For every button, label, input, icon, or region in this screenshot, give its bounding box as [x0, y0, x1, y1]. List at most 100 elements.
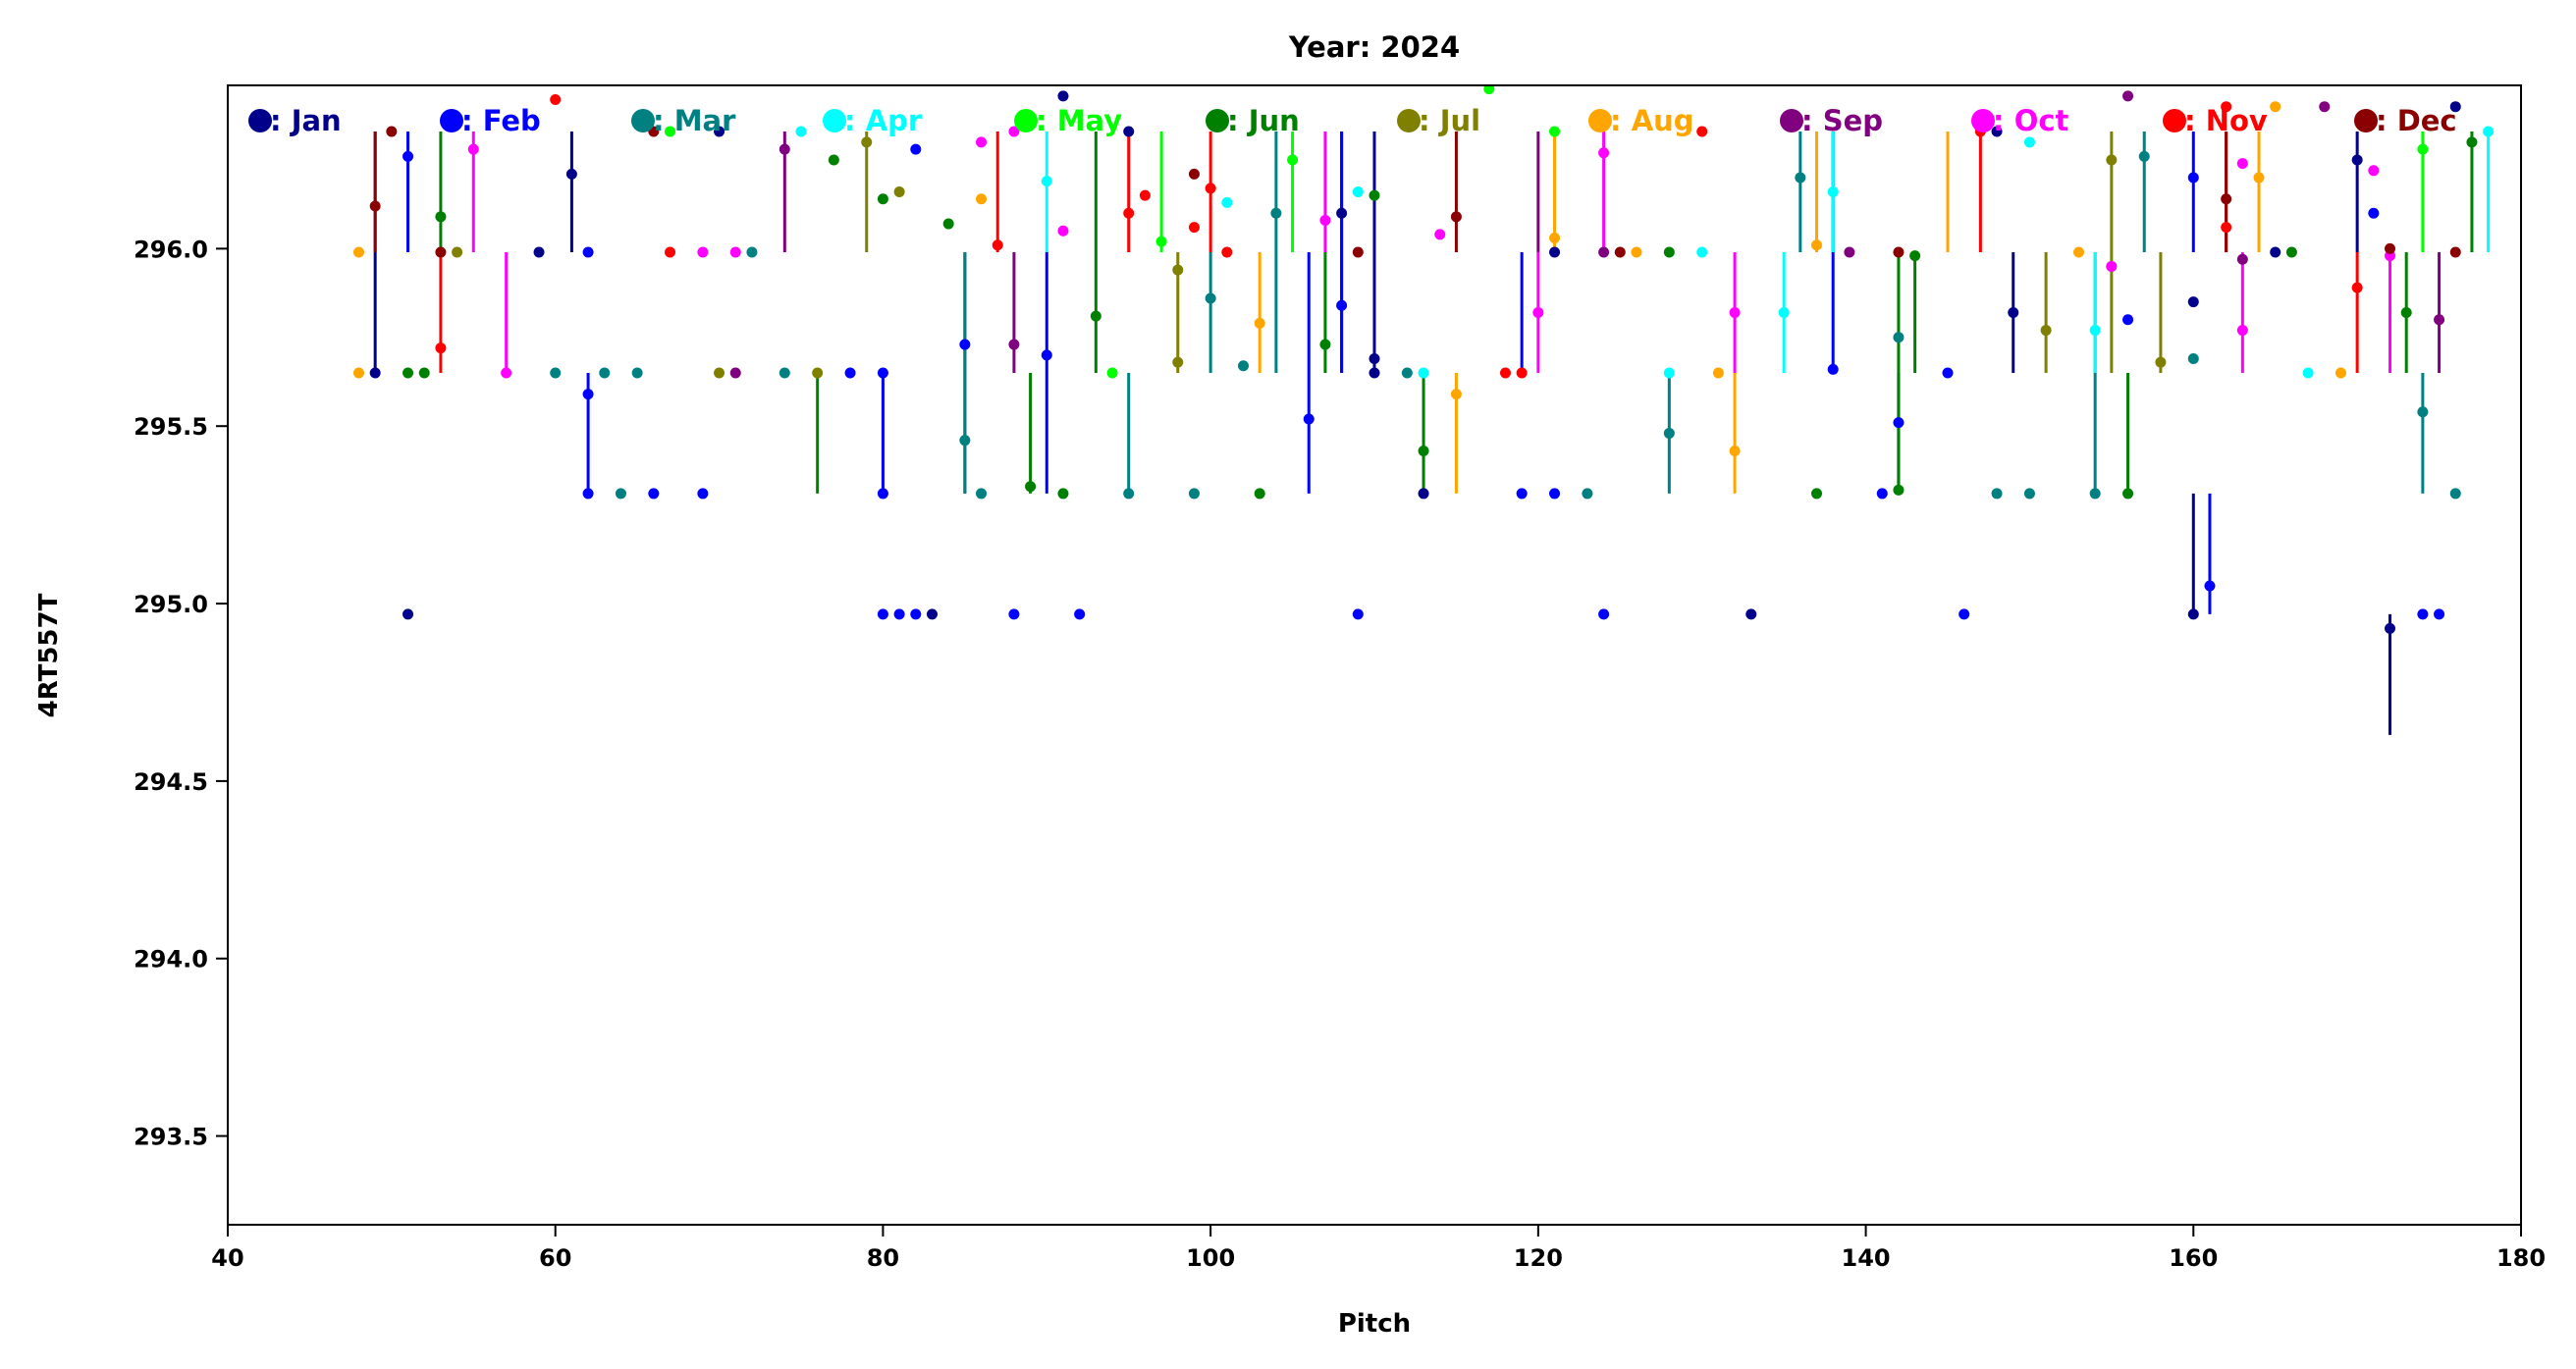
point-nov: [992, 239, 1003, 251]
point-oct: [2106, 260, 2118, 272]
point-dec: [1188, 168, 1200, 180]
point-mar: [1582, 488, 1593, 500]
legend-label-aug: : Aug: [1610, 104, 1694, 137]
point-mar: [1893, 332, 1905, 343]
x-axis-label: Pitch: [1338, 1309, 1411, 1339]
point-oct: [1598, 147, 1610, 159]
point-feb: [1516, 488, 1528, 500]
point-oct: [729, 246, 741, 258]
point-mar: [615, 488, 626, 500]
point-mar: [2417, 406, 2429, 418]
point-jun: [1368, 189, 1380, 201]
point-sep: [2434, 314, 2445, 326]
legend-marker-apr: [823, 109, 846, 132]
point-feb: [1827, 363, 1839, 375]
point-nov: [2351, 282, 2363, 293]
point-apr: [1827, 186, 1839, 198]
point-jan: [1418, 488, 1429, 500]
legend-label-jun: : Jun: [1227, 104, 1300, 137]
point-jan: [1336, 207, 1348, 219]
legend-marker-mar: [631, 109, 655, 132]
point-feb: [1008, 608, 1020, 620]
point-jun: [1090, 310, 1101, 322]
point-mar: [1205, 292, 1216, 304]
point-jul: [452, 246, 463, 258]
point-feb: [1041, 349, 1052, 361]
point-jan: [1368, 367, 1380, 379]
point-mar: [631, 367, 643, 379]
point-jun: [877, 193, 888, 205]
point-jul: [861, 136, 873, 148]
legend-label-jul: : Jul: [1419, 104, 1480, 137]
point-jan: [533, 246, 545, 258]
point-dec: [1450, 211, 1462, 223]
point-dec: [2221, 193, 2232, 205]
point-sep: [729, 367, 741, 379]
point-apr: [2302, 367, 2314, 379]
point-nov: [1221, 246, 1233, 258]
point-jan: [2187, 608, 2199, 620]
point-apr: [1778, 306, 1790, 318]
point-oct: [1532, 306, 1544, 318]
point-aug: [2253, 172, 2265, 184]
point-sep: [1008, 339, 1020, 350]
point-aug: [2072, 246, 2084, 258]
point-feb: [1336, 299, 1348, 311]
point-may: [2417, 143, 2429, 155]
point-mar: [2089, 488, 2101, 500]
point-jan: [2449, 101, 2461, 113]
point-feb: [910, 143, 922, 155]
legend-label-dec: : Dec: [2376, 104, 2457, 137]
point-oct: [2236, 158, 2248, 170]
legend-marker-sep: [1780, 109, 1803, 132]
point-aug: [2334, 367, 2346, 379]
point-feb: [877, 488, 888, 500]
point-apr: [1041, 176, 1052, 187]
legend-marker-feb: [440, 109, 463, 132]
point-may: [1155, 236, 1167, 247]
point-mar: [778, 367, 790, 379]
point-jun: [1663, 246, 1675, 258]
point-oct: [501, 367, 512, 379]
y-tick-label: 294.0: [134, 946, 208, 974]
y-tick-label: 295.0: [134, 591, 208, 618]
point-mar: [1188, 488, 1200, 500]
point-mar: [1795, 172, 1806, 184]
point-aug: [1712, 367, 1724, 379]
point-nov: [665, 246, 676, 258]
point-mar: [976, 488, 988, 500]
x-tick-label: 160: [2169, 1244, 2218, 1272]
point-apr: [1221, 196, 1233, 208]
point-jul: [893, 186, 905, 198]
point-nov: [550, 93, 562, 105]
point-oct: [1729, 306, 1741, 318]
point-may: [1549, 126, 1561, 137]
point-apr: [2089, 325, 2101, 337]
legend-marker-nov: [2163, 109, 2186, 132]
point-oct: [2368, 165, 2380, 177]
point-jun: [1254, 488, 1265, 500]
point-feb: [877, 608, 888, 620]
point-feb: [697, 488, 709, 500]
point-aug: [2270, 101, 2281, 113]
point-jan: [1745, 608, 1757, 620]
point-apr: [1418, 367, 1429, 379]
point-mar: [2449, 488, 2461, 500]
point-apr: [1696, 246, 1708, 258]
y-tick-label: 293.5: [134, 1124, 208, 1151]
point-mar: [2138, 150, 2150, 162]
point-nov: [1499, 367, 1511, 379]
point-mar: [599, 367, 611, 379]
point-dec: [435, 246, 447, 258]
point-feb: [1303, 413, 1315, 425]
x-tick-label: 80: [867, 1244, 899, 1272]
point-aug: [1631, 246, 1642, 258]
x-tick-label: 180: [2496, 1244, 2546, 1272]
point-feb: [582, 488, 594, 500]
point-mar: [550, 367, 562, 379]
point-feb: [1352, 608, 1364, 620]
point-jun: [2122, 488, 2134, 500]
point-jan: [1123, 126, 1135, 137]
point-feb: [1549, 488, 1561, 500]
